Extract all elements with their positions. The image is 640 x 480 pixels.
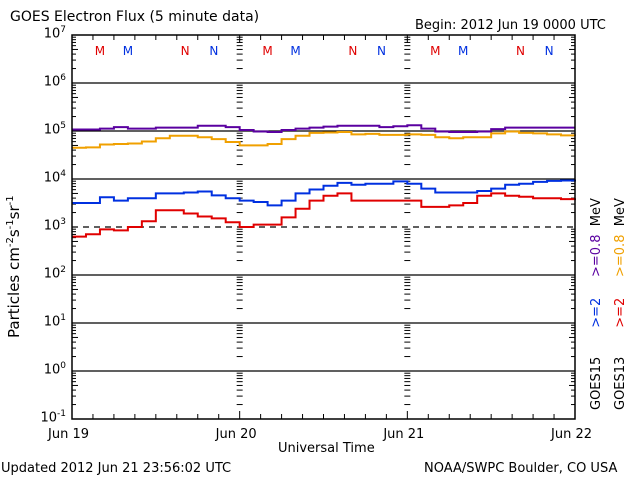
legend-goes15-2mev: >=2 [589,297,604,328]
updated-timestamp: Updated 2012 Jun 21 23:56:02 UTC [1,461,232,476]
y-tick-exponent: 7 [60,25,66,35]
y-tick-base: 10 [43,26,61,42]
local-time-marker: N [377,44,386,58]
local-time-marker: M [262,44,272,58]
y-tick-label: 105 [38,121,66,138]
legend-goes15-label: GOES15 [589,356,604,410]
chart-title: GOES Electron Flux (5 minute data) [10,9,260,25]
x-tick-label: Jun 21 [383,427,425,442]
x-tick-label: Jun 22 [551,427,592,442]
y-tick-label: 106 [38,73,66,90]
x-tick-label: Jun 19 [48,427,89,442]
y-tick-exponent: -1 [57,409,66,419]
y-tick-exponent: 2 [60,265,66,275]
y-axis-label: Particles cm-2s-1sr-1 [5,195,23,338]
local-time-marker: N [516,44,525,58]
legend-goes13-mev: MeV [613,198,628,227]
y-tick-label: 107 [38,25,66,42]
y-tick-label: 100 [38,361,66,378]
legend-goes15-mev: MeV [589,198,604,227]
local-time-marker: M [123,44,133,58]
y-tick-label: 104 [38,169,66,186]
x-axis-label: Universal Time [278,441,375,456]
y-tick-exponent: 5 [60,121,66,131]
y-tick-base: 10 [43,170,61,186]
y-tick-base: 10 [43,362,61,378]
series-line-3 [72,192,576,238]
x-tick-label: Jun 20 [215,427,257,442]
minor-tick-layer [71,35,576,419]
y-tick-label: 10-1 [38,409,66,426]
legend-goes13-label: GOES13 [613,356,628,410]
local-time-marker: M [290,44,300,58]
legend-goes13: GOES13 >=2 >=0.8 MeV [613,198,628,410]
local-time-marker: M [430,44,440,58]
y-tick-base: 10 [43,314,61,330]
y-axis-label-sr: sr [5,205,23,220]
y-axis-label-exp3: -1 [5,195,16,206]
series-line-0 [72,124,575,133]
local-time-marker: N [209,44,218,58]
y-axis-label-exp1: -2 [5,237,16,248]
y-tick-label: 103 [38,217,66,234]
y-tick-base: 10 [40,410,58,426]
y-tick-label: 102 [38,265,66,282]
local-time-marker: N [348,44,357,58]
y-axis-label-exp2: -1 [5,219,16,230]
local-time-marker: M [95,44,105,58]
legend-goes13-08mev: >=0.8 [613,234,628,277]
y-tick-exponent: 4 [60,169,66,179]
local-time-marker: N [545,44,554,58]
series-layer [71,124,576,238]
y-tick-exponent: 3 [60,217,66,227]
series-line-1 [72,130,576,149]
y-axis-label-s: s [5,229,23,238]
y-tick-base: 10 [43,266,61,282]
legend-goes13-2mev: >=2 [613,297,628,328]
y-tick-exponent: 6 [60,73,66,83]
y-tick-base: 10 [43,122,61,138]
y-tick-exponent: 1 [60,313,66,323]
local-time-marker: M [458,44,468,58]
chart-subtitle: Begin: 2012 Jun 19 0000 UTC [415,18,606,33]
y-tick-exponent: 0 [60,361,66,371]
local-time-marker: N [181,44,190,58]
source-credit: NOAA/SWPC Boulder, CO USA [424,461,618,476]
y-axis-label-base: Particles cm [5,247,23,338]
y-tick-base: 10 [43,218,61,234]
legend-goes15-08mev: >=0.8 [589,234,604,277]
y-tick-label: 101 [38,313,66,330]
legend-goes15: GOES15 >=2 >=0.8 MeV [589,198,604,410]
plot-frame [71,34,576,420]
y-tick-base: 10 [43,74,61,90]
